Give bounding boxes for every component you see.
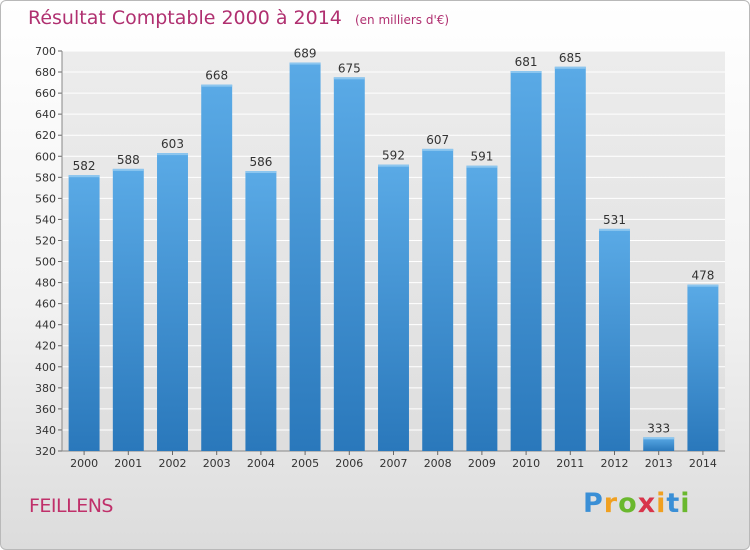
y-tick-label: 600 <box>35 150 56 163</box>
bar-top-edge <box>466 165 498 168</box>
bar-2000 <box>68 175 100 452</box>
x-tick-label: 2013 <box>645 457 673 470</box>
data-label-2009: 591 <box>470 150 493 164</box>
bar-top-edge <box>510 71 542 73</box>
logo-letter: o <box>618 488 638 519</box>
bar-2007 <box>378 164 409 451</box>
x-tick-label: 2003 <box>203 457 231 470</box>
y-tick-label: 380 <box>35 382 56 395</box>
data-label-2001: 588 <box>117 153 140 167</box>
bar-2010 <box>510 71 542 451</box>
logo-letter: i <box>656 488 667 519</box>
bar-top-edge <box>157 153 188 156</box>
y-tick-label: 520 <box>35 234 56 247</box>
data-label-2011: 685 <box>559 51 582 65</box>
y-tick-label: 440 <box>35 319 56 332</box>
bar-2002 <box>157 153 188 451</box>
bar-2012 <box>599 228 630 451</box>
bar-2001 <box>112 168 144 452</box>
y-tick-label: 700 <box>35 45 56 58</box>
y-tick-label: 360 <box>35 403 56 416</box>
y-tick-label: 460 <box>35 298 56 311</box>
bar-2014 <box>687 284 719 451</box>
y-tick-label: 660 <box>35 87 56 100</box>
data-label-2010: 681 <box>515 55 538 69</box>
x-tick-label: 2011 <box>556 457 584 470</box>
bar-2008 <box>422 148 454 452</box>
bar-top-edge <box>378 164 409 167</box>
commune-name: FEILLENS <box>29 495 114 517</box>
x-tick-label: 2000 <box>70 457 98 470</box>
logo-letter: t <box>666 488 681 519</box>
bar-top-edge <box>112 168 144 171</box>
bar-2013 <box>643 437 675 451</box>
y-tick-label: 640 <box>35 108 56 121</box>
bar-top-edge <box>201 84 233 87</box>
data-label-2004: 586 <box>249 155 272 169</box>
chart-title: Résultat Comptable 2000 à 2014 <box>28 7 342 29</box>
bar-2004 <box>245 171 277 451</box>
bar-top-edge <box>245 171 277 173</box>
bar-top-edge <box>554 66 586 69</box>
y-tick-label: 340 <box>35 424 56 437</box>
data-label-2007: 592 <box>382 149 405 163</box>
y-tick-label: 480 <box>35 277 56 290</box>
x-tick-label: 2004 <box>247 457 275 470</box>
data-label-2013: 333 <box>647 421 670 435</box>
bar-top-edge <box>687 284 719 287</box>
x-tick-label: 2002 <box>159 457 187 470</box>
bar-2006 <box>333 77 365 451</box>
x-tick-label: 2001 <box>114 457 142 470</box>
y-tick-label: 580 <box>35 171 56 184</box>
bar-2003 <box>201 84 233 452</box>
bar-top-edge <box>599 228 630 231</box>
data-label-2006: 675 <box>338 61 361 75</box>
bar-top-edge <box>333 77 365 80</box>
y-tick-label: 560 <box>35 192 56 205</box>
data-label-2008: 607 <box>426 133 449 147</box>
x-tick-label: 2010 <box>512 457 540 470</box>
bar-2011 <box>554 66 586 451</box>
chart-title-block: Résultat Comptable 2000 à 2014 (en milli… <box>28 7 449 29</box>
bar-top-edge <box>68 175 100 178</box>
bar-top-edge <box>289 62 321 65</box>
data-label-2000: 582 <box>73 159 96 173</box>
y-tick-label: 540 <box>35 213 56 226</box>
logo-letter: r <box>603 488 619 519</box>
logo-letter: i <box>680 488 691 519</box>
y-tick-label: 320 <box>35 445 56 458</box>
data-label-2012: 531 <box>603 213 626 227</box>
bar-2005 <box>289 62 321 451</box>
x-tick-label: 2005 <box>291 457 319 470</box>
chart-subtitle: (en milliers d'€) <box>354 13 450 27</box>
bar-top-edge <box>422 148 454 151</box>
logo-letter: x <box>637 488 657 519</box>
data-label-2005: 689 <box>294 47 317 61</box>
logo-letter: P <box>583 488 604 519</box>
x-tick-label: 2008 <box>424 457 452 470</box>
data-label-2014: 478 <box>691 269 714 283</box>
y-tick-label: 620 <box>35 129 56 142</box>
proxiti-logo[interactable]: Proxiti <box>583 488 691 519</box>
bar-2009 <box>466 165 498 451</box>
y-tick-label: 500 <box>35 256 56 269</box>
data-label-2003: 668 <box>205 69 228 83</box>
x-tick-label: 2014 <box>689 457 717 470</box>
x-tick-label: 2007 <box>380 457 408 470</box>
bar-top-edge <box>643 437 675 440</box>
y-tick-label: 400 <box>35 361 56 374</box>
x-tick-label: 2009 <box>468 457 496 470</box>
x-tick-label: 2012 <box>601 457 629 470</box>
y-tick-label: 680 <box>35 66 56 79</box>
y-tick-label: 420 <box>35 340 56 353</box>
x-tick-label: 2006 <box>335 457 363 470</box>
data-label-2002: 603 <box>161 137 184 151</box>
